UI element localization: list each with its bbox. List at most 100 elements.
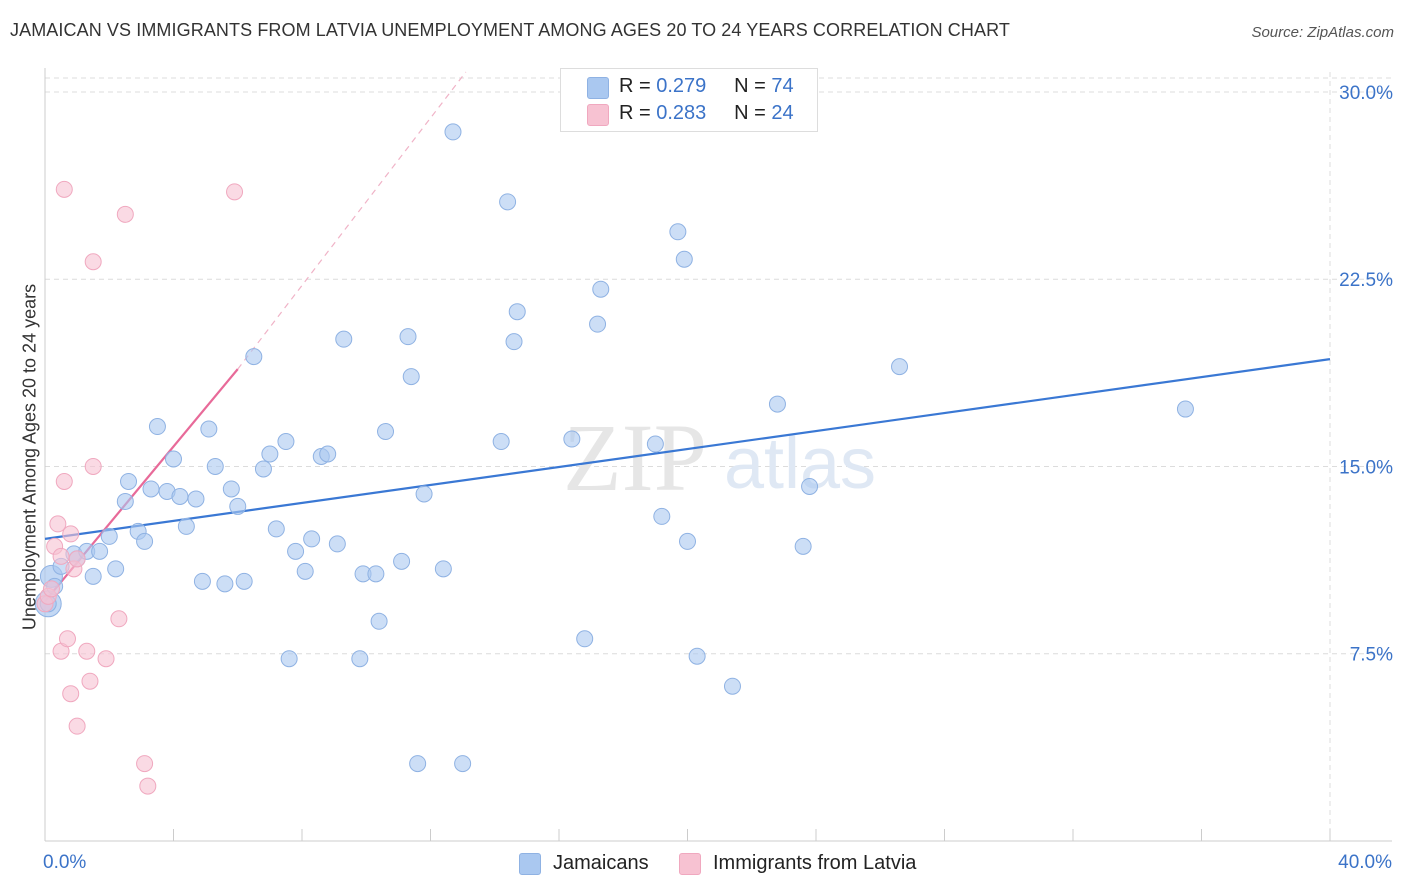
point-layer [34, 123, 1194, 795]
point-jamaicans [563, 430, 581, 448]
point-latvia [226, 183, 244, 201]
point-jamaicans [303, 530, 321, 548]
point-jamaicans [1176, 400, 1194, 418]
r-label: R = [619, 75, 651, 97]
point-jamaicans [100, 527, 118, 545]
trend-layer [44, 71, 1331, 603]
grid-layer [45, 72, 1392, 841]
point-jamaicans [328, 535, 346, 553]
point-jamaicans [723, 677, 741, 695]
point-jamaicans [646, 435, 664, 453]
point-jamaicans [377, 423, 395, 441]
point-jamaicans [454, 755, 472, 773]
point-jamaicans [499, 193, 517, 211]
point-jamaicans [84, 567, 102, 585]
stats-text: R = 0.283 N = 24 [619, 102, 794, 125]
point-latvia [139, 777, 157, 795]
legend-label: Jamaicans [553, 852, 649, 874]
point-jamaicans [216, 575, 234, 593]
legend-label: Immigrants from Latvia [713, 852, 917, 874]
point-jamaicans [370, 612, 388, 630]
point-jamaicans [142, 480, 160, 498]
stats-text: R = 0.279 N = 74 [619, 75, 794, 98]
point-jamaicans [165, 450, 182, 468]
legend-swatch-blue [519, 853, 541, 875]
point-jamaicans [508, 303, 526, 321]
trendline-jamaicans [44, 358, 1331, 540]
series-legend: Jamaicans Immigrants from Latvia [0, 850, 1406, 880]
point-jamaicans [409, 755, 427, 773]
axis-layer [44, 68, 1392, 842]
point-jamaicans [576, 630, 594, 648]
r-value: 0.279 [656, 75, 707, 97]
point-jamaicans [245, 348, 263, 366]
watermark-atlas: atlas [724, 424, 876, 504]
point-latvia [49, 515, 67, 533]
x-tick-label-min: 0.0% [43, 852, 87, 873]
point-jamaicans [287, 542, 305, 560]
point-jamaicans [120, 472, 138, 490]
point-latvia [55, 180, 73, 198]
point-jamaicans [136, 532, 154, 550]
point-latvia [55, 472, 73, 490]
point-jamaicans [434, 560, 452, 578]
legend-swatch-pink [679, 853, 701, 875]
point-latvia [136, 755, 154, 773]
point-jamaicans [669, 223, 687, 241]
y-tick-labels: 7.5% 15.0% 22.5% 30.0% [1339, 83, 1393, 666]
point-jamaicans [393, 552, 411, 570]
point-latvia [78, 642, 96, 660]
point-jamaicans [505, 333, 523, 351]
point-jamaicans [206, 457, 224, 475]
point-jamaicans [319, 445, 337, 463]
point-jamaicans [261, 445, 279, 463]
point-jamaicans [200, 420, 218, 438]
r-label: R = [619, 102, 651, 124]
point-latvia [110, 610, 128, 628]
point-jamaicans [116, 492, 134, 510]
point-latvia [81, 672, 99, 690]
chart-title: JAMAICAN VS IMMIGRANTS FROM LATVIA UNEMP… [10, 20, 1010, 40]
point-jamaicans [592, 280, 610, 298]
point-jamaicans [589, 315, 607, 333]
point-jamaicans [277, 433, 295, 451]
point-jamaicans [801, 477, 819, 495]
point-jamaicans [280, 650, 298, 668]
trendline-latvia-extension [237, 71, 467, 370]
point-jamaicans [193, 572, 211, 590]
point-jamaicans [267, 520, 285, 538]
y-tick-label: 22.5% [1339, 270, 1393, 291]
y-tick-label: 7.5% [1350, 645, 1393, 666]
point-jamaicans [187, 490, 205, 508]
point-jamaicans [222, 480, 240, 498]
point-jamaicans [367, 565, 385, 583]
x-tick-label-max: 40.0% [1338, 852, 1392, 873]
point-jamaicans [171, 487, 189, 505]
point-latvia [52, 547, 70, 565]
y-axis-label: Unemployment Among Ages 20 to 24 years [19, 283, 40, 631]
point-latvia [58, 630, 76, 648]
point-jamaicans [688, 647, 706, 665]
point-latvia [42, 580, 60, 598]
legend-swatch-pink [587, 104, 609, 126]
point-jamaicans [351, 650, 369, 668]
n-label: N = [734, 75, 766, 97]
point-latvia [84, 457, 102, 475]
point-latvia [116, 205, 134, 223]
watermark: ZIP atlas [563, 404, 876, 511]
point-latvia [62, 525, 80, 543]
point-latvia [62, 685, 80, 703]
point-jamaicans [675, 250, 693, 268]
point-jamaicans [235, 572, 253, 590]
point-jamaicans [653, 507, 671, 525]
point-jamaicans [444, 123, 462, 141]
point-jamaicans [229, 497, 247, 515]
r-value: 0.283 [656, 102, 707, 124]
y-tick-label: 15.0% [1339, 457, 1393, 478]
point-jamaicans [492, 433, 510, 451]
y-tick-label: 30.0% [1339, 83, 1393, 104]
legend-swatch-blue [587, 77, 609, 99]
n-label: N = [734, 102, 766, 124]
point-latvia [84, 253, 102, 271]
